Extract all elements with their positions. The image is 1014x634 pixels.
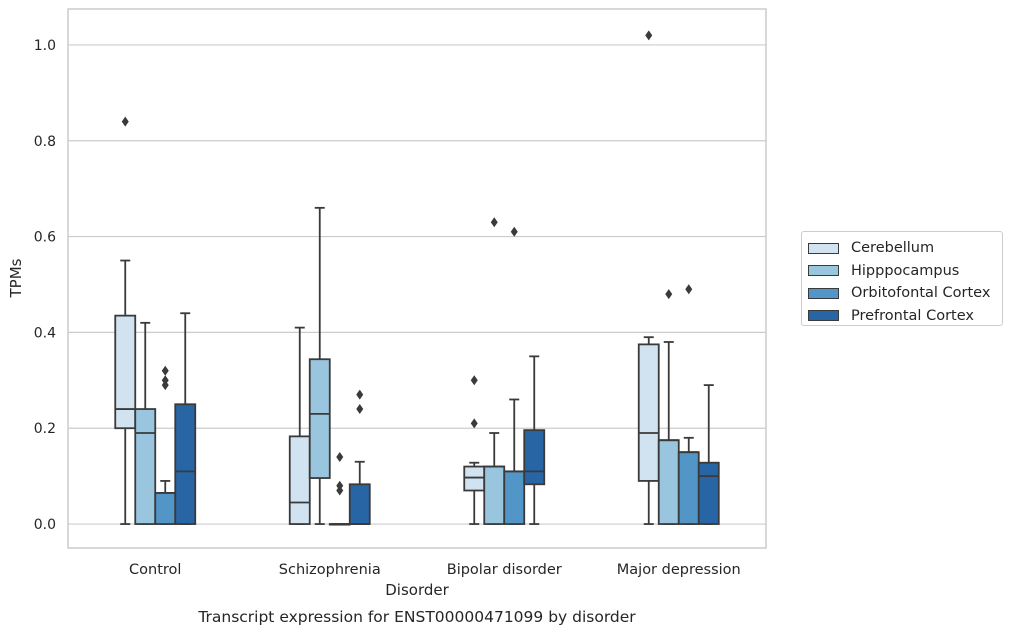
box-iqr	[288, 435, 311, 525]
y-tick-label: 0.4	[34, 325, 56, 341]
box-iqr	[134, 408, 157, 525]
box-plot	[523, 355, 546, 525]
box-iqr	[463, 465, 486, 492]
legend-swatch	[808, 287, 839, 299]
legend-label: Hipppocampus	[851, 262, 960, 279]
y-axis-label: TPMs	[7, 258, 25, 298]
legend-item-prefrontal-cortex: Prefrontal Cortex	[802, 305, 1002, 328]
box-plot	[174, 312, 197, 525]
plot-frame	[67, 8, 767, 549]
x-axis-label: Disorder	[385, 581, 449, 599]
box-iqr	[308, 358, 331, 479]
box-iqr	[697, 461, 720, 525]
outlier-point	[490, 217, 498, 228]
outlier-point	[685, 284, 693, 295]
box-iqr	[657, 439, 680, 525]
box-iqr	[174, 403, 197, 525]
box-plot	[154, 365, 177, 525]
box-iqr	[483, 465, 506, 525]
outlier-point	[470, 418, 478, 429]
box-plots	[114, 30, 720, 526]
chart-caption: Transcript expression for ENST0000047109…	[197, 608, 636, 626]
x-tick-label: Schizophrenia	[279, 562, 381, 578]
box-plot	[348, 389, 371, 525]
box-plot	[114, 116, 137, 525]
box-iqr	[523, 429, 546, 486]
outlier-point	[356, 389, 364, 400]
box-iqr	[348, 483, 371, 525]
x-tick-label: Bipolar disorder	[447, 562, 562, 578]
box-plot	[308, 206, 331, 525]
box-plot	[328, 451, 351, 526]
box-iqr	[637, 343, 660, 482]
box-plot	[134, 321, 157, 525]
legend-swatch	[808, 310, 839, 322]
box-plot	[463, 375, 486, 525]
legend-item-hippocampus: Hipppocampus	[802, 260, 1002, 283]
legend: Cerebellum Hipppocampus Orbitofontal Cor…	[801, 231, 1003, 326]
legend-label: Cerebellum	[851, 240, 935, 257]
legend-item-cerebellum: Cerebellum	[802, 237, 1002, 260]
legend-item-orbitofrontal-cortex: Orbitofontal Cortex	[802, 282, 1002, 305]
outlier-point	[645, 30, 653, 41]
box-plot	[483, 217, 506, 525]
box-iqr	[154, 492, 177, 525]
outlier-point	[510, 226, 518, 237]
outlier-point	[161, 375, 169, 386]
box-plot	[697, 384, 720, 525]
y-tick-label: 0.6	[34, 230, 56, 246]
outlier-point	[121, 116, 129, 127]
outlier-point	[665, 289, 673, 300]
x-tick-label: Control	[129, 562, 181, 578]
box-iqr	[114, 314, 137, 430]
legend-label: Prefrontal Cortex	[851, 307, 974, 324]
box-iqr	[677, 451, 700, 525]
legend-swatch	[808, 242, 839, 254]
box-iqr	[503, 470, 526, 525]
outlier-point	[470, 375, 478, 386]
outlier-point	[356, 404, 364, 415]
y-tick-label: 0.8	[34, 134, 56, 150]
box-plot	[657, 289, 680, 525]
outlier-point	[336, 451, 344, 462]
outlier-point	[161, 365, 169, 376]
y-tick-label: 1.0	[34, 38, 56, 54]
x-tick-label: Major depression	[617, 562, 741, 578]
y-axis-ticks: 0.0 0.2 0.4 0.6 0.8 1.0	[34, 38, 56, 533]
y-tick-label: 0.2	[34, 421, 56, 437]
box-plot	[637, 30, 660, 525]
box-plot	[288, 326, 311, 525]
box-plot	[677, 284, 700, 525]
y-tick-label: 0.0	[34, 517, 56, 533]
legend-swatch	[808, 265, 839, 277]
legend-label: Orbitofontal Cortex	[851, 285, 991, 302]
outlier-point	[336, 480, 344, 491]
box-plot	[503, 226, 526, 525]
x-axis-ticks: Control Schizophrenia Bipolar disorder Majo…	[129, 562, 741, 578]
